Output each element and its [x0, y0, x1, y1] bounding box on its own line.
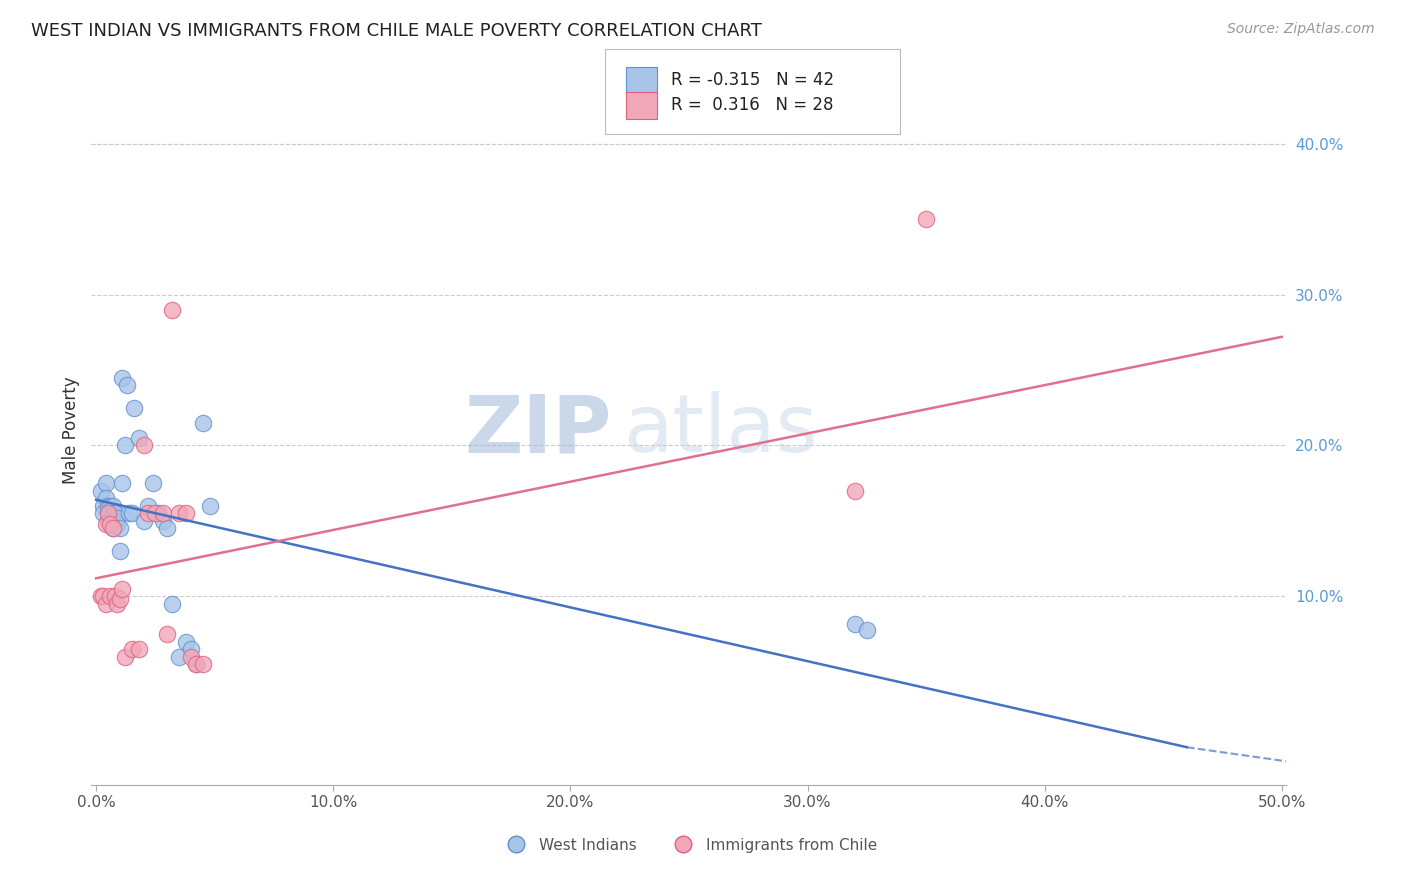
Point [98, 590, 121, 604]
Point [167, 649, 190, 664]
Point [90, 590, 112, 604]
Point [121, 507, 143, 521]
Point [101, 521, 124, 535]
Point [98, 499, 121, 513]
Point [108, 592, 131, 607]
Point [101, 507, 124, 521]
Point [136, 507, 159, 521]
Point [114, 438, 136, 452]
Point [145, 507, 167, 521]
Point [101, 521, 124, 535]
Point [111, 476, 134, 491]
Point [142, 476, 165, 491]
Point [111, 370, 134, 384]
Point [160, 597, 183, 611]
Point [101, 499, 124, 513]
Text: Source: ZipAtlas.com: Source: ZipAtlas.com [1227, 22, 1375, 37]
Point [104, 514, 127, 528]
Point [180, 642, 202, 657]
Point [122, 401, 145, 415]
Point [915, 212, 938, 227]
Text: R = -0.315   N = 42: R = -0.315 N = 42 [671, 71, 834, 89]
Text: R =  0.316   N = 28: R = 0.316 N = 28 [671, 96, 834, 114]
Point [104, 590, 127, 604]
Point [174, 634, 197, 648]
Point [107, 597, 129, 611]
Point [191, 416, 214, 430]
Point [132, 438, 155, 452]
Point [156, 627, 179, 641]
Point [184, 657, 207, 672]
Point [115, 378, 138, 392]
Point [844, 616, 866, 631]
Point [844, 483, 866, 498]
Point [128, 642, 150, 657]
Point [156, 521, 179, 535]
Point [855, 623, 877, 637]
Y-axis label: Male Poverty: Male Poverty [62, 376, 80, 484]
Point [118, 507, 141, 521]
Point [97, 514, 120, 528]
Point [121, 642, 143, 657]
Point [152, 514, 174, 528]
Point [107, 511, 129, 525]
Point [108, 521, 131, 535]
Point [98, 516, 121, 531]
Point [114, 649, 136, 664]
Point [198, 499, 221, 513]
Point [98, 507, 121, 521]
Point [104, 507, 127, 521]
Point [90, 483, 112, 498]
Point [136, 499, 159, 513]
Point [174, 507, 197, 521]
Point [94, 491, 117, 506]
Point [152, 507, 174, 521]
Point [111, 582, 134, 596]
Text: ZIP: ZIP [464, 392, 612, 469]
Point [160, 302, 183, 317]
Point [91, 499, 114, 513]
Point [146, 507, 169, 521]
Text: WEST INDIAN VS IMMIGRANTS FROM CHILE MALE POVERTY CORRELATION CHART: WEST INDIAN VS IMMIGRANTS FROM CHILE MAL… [31, 22, 762, 40]
Point [108, 544, 131, 558]
Point [128, 431, 150, 445]
Point [167, 507, 190, 521]
Point [94, 516, 117, 531]
Point [97, 507, 120, 521]
Point [97, 499, 120, 513]
Text: atlas: atlas [623, 392, 817, 469]
Point [132, 514, 155, 528]
Point [180, 649, 202, 664]
Legend: West Indians, Immigrants from Chile: West Indians, Immigrants from Chile [495, 831, 883, 859]
Point [184, 657, 207, 672]
Point [91, 590, 114, 604]
Point [97, 507, 120, 521]
Point [107, 516, 129, 531]
Point [94, 597, 117, 611]
Point [94, 476, 117, 491]
Point [191, 657, 214, 672]
Point [91, 507, 114, 521]
